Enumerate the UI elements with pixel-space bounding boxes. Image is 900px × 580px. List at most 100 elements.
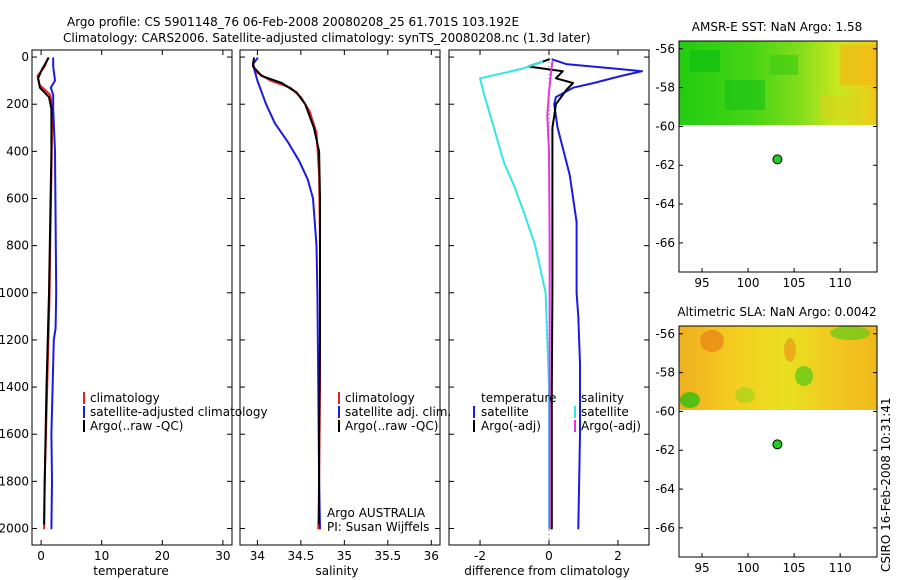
sla-patch bbox=[795, 366, 813, 386]
map-y-tick-label: -60 bbox=[655, 404, 675, 418]
salinity-x-label: salinity bbox=[315, 564, 358, 578]
difference-x-label: difference from climatology bbox=[464, 564, 630, 578]
y-tick-label: 0 bbox=[21, 50, 29, 64]
salinity-series-satellite-adj-clim bbox=[252, 57, 321, 530]
legend-temp-argo-label: Argo(-adj) bbox=[481, 419, 541, 433]
map-y-tick-label: -66 bbox=[655, 236, 675, 250]
map-x-tick-label: 95 bbox=[694, 276, 709, 290]
sst-patch bbox=[820, 95, 860, 120]
map-x-tick-label: 95 bbox=[694, 561, 709, 575]
y-tick-label: 800 bbox=[6, 239, 29, 253]
map-y-tick-label: -56 bbox=[655, 327, 675, 341]
difference-panel: -2 0 2 difference from climatology tempera… bbox=[448, 49, 650, 578]
y-tick-label: 1600 bbox=[0, 427, 29, 441]
sla-y-ticks: -56 -58 -60 -62 -64 -66 bbox=[655, 327, 877, 535]
difference-series-salinity-argo-adj bbox=[546, 60, 554, 530]
legend-temp-satellite-label: satellite bbox=[481, 405, 529, 419]
map-x-tick-label: 110 bbox=[829, 276, 852, 290]
sst-patch bbox=[690, 50, 720, 72]
sla-x-ticks: 95 100 105 110 bbox=[694, 553, 852, 575]
legend-satellite-label: satellite adj. clim. bbox=[345, 405, 451, 419]
x-tick-label: 35.5 bbox=[374, 549, 401, 563]
sla-float-marker bbox=[772, 439, 783, 450]
map-x-tick-label: 110 bbox=[829, 561, 852, 575]
salinity-series bbox=[252, 57, 321, 530]
sla-map-panel: Altimetric SLA: NaN Argo: 0.0042 95 100 10… bbox=[655, 305, 878, 575]
salinity-series-argo-raw-qc bbox=[252, 57, 321, 525]
y-tick-label: 1000 bbox=[0, 286, 29, 300]
y-tick-label: 600 bbox=[6, 192, 29, 206]
x-tick-label: 10 bbox=[94, 549, 109, 563]
salinity-x-ticks: 34 34.5 35 35.5 36 bbox=[250, 50, 439, 563]
legend-argo-label: Argo(..raw -QC) bbox=[345, 419, 438, 433]
salinity-legend: climatology satellite adj. clim. Argo(..… bbox=[338, 391, 451, 433]
y-tick-label: 1800 bbox=[0, 474, 29, 488]
x-tick-label: 20 bbox=[155, 549, 170, 563]
float-pi-label: PI: Susan Wijffels bbox=[327, 520, 429, 534]
y-tick-label: 200 bbox=[6, 97, 29, 111]
temperature-x-label: temperature bbox=[93, 564, 168, 578]
x-tick-label: 36 bbox=[424, 549, 439, 563]
x-tick-label: 34 bbox=[250, 549, 265, 563]
legend-climatology-label: climatology bbox=[90, 391, 160, 405]
sst-map-panel: AMSR-E SST: NaN Argo: 1.58 95 100 105 110 -… bbox=[655, 20, 878, 290]
legend-temperature-heading: temperature bbox=[481, 391, 556, 405]
sst-patch bbox=[725, 80, 765, 110]
temperature-y-ticks: 0 200 400 600 800 1000 1200 1400 1600 1800 2000 bbox=[0, 50, 232, 536]
x-tick-label: -2 bbox=[474, 549, 486, 563]
map-x-tick-label: 105 bbox=[783, 276, 806, 290]
salinity-series-climatology bbox=[252, 60, 321, 530]
legend-salinity-heading: salinity bbox=[581, 391, 624, 405]
temperature-legend: climatology satellite-adjusted climatolo… bbox=[83, 391, 268, 433]
difference-series-temperature-argo-adj bbox=[527, 58, 575, 530]
x-tick-label: 0 bbox=[37, 549, 45, 563]
sst-patch bbox=[840, 45, 877, 85]
map-y-tick-label: -66 bbox=[655, 521, 675, 535]
sla-patch bbox=[830, 326, 870, 340]
sst-patch bbox=[770, 55, 798, 75]
difference-series bbox=[479, 58, 644, 530]
map-x-tick-label: 100 bbox=[737, 276, 760, 290]
difference-legend: temperature satellite Argo(-adj) salinit… bbox=[473, 391, 641, 433]
difference-series-salinity-satellite bbox=[479, 60, 550, 530]
y-tick-label: 2000 bbox=[0, 522, 29, 536]
map-x-tick-label: 100 bbox=[737, 561, 760, 575]
map-y-tick-label: -56 bbox=[655, 42, 675, 56]
x-tick-label: 0 bbox=[545, 549, 553, 563]
temperature-panel: 0 10 20 30 0 200 400 600 800 1000 1200 1400 1600 180… bbox=[0, 49, 268, 578]
sla-map-title: Altimetric SLA: NaN Argo: 0.0042 bbox=[677, 305, 876, 319]
temperature-axes-frame bbox=[31, 49, 233, 546]
sst-field-patches bbox=[690, 45, 877, 120]
salinity-panel: 34 34.5 35 35.5 36 salinity climatology sate… bbox=[239, 49, 451, 578]
map-y-tick-label: -58 bbox=[655, 81, 675, 95]
difference-y-ticks bbox=[449, 56, 649, 529]
y-tick-label: 1400 bbox=[0, 380, 29, 394]
legend-satellite-label: satellite-adjusted climatology bbox=[90, 405, 268, 419]
temperature-series-satellite-adjusted-climatology bbox=[49, 57, 58, 530]
legend-climatology-label: climatology bbox=[345, 391, 415, 405]
difference-series-temperature-satellite bbox=[551, 58, 644, 530]
temperature-x-ticks: 0 10 20 30 bbox=[37, 50, 231, 563]
legend-sal-argo-label: Argo(-adj) bbox=[581, 419, 641, 433]
legend-sal-satellite-label: satellite bbox=[581, 405, 629, 419]
sst-axes-frame bbox=[678, 40, 878, 273]
temperature-series-argo-raw-qc bbox=[37, 57, 53, 525]
difference-x-ticks: -2 0 2 bbox=[474, 50, 622, 563]
legend-argo-label: Argo(..raw -QC) bbox=[90, 419, 183, 433]
sst-float-marker bbox=[772, 154, 783, 165]
sst-map-title: AMSR-E SST: NaN Argo: 1.58 bbox=[692, 20, 862, 34]
y-tick-label: 1200 bbox=[0, 333, 29, 347]
map-y-tick-label: -64 bbox=[655, 482, 675, 496]
map-y-tick-label: -60 bbox=[655, 119, 675, 133]
sst-y-ticks: -56 -58 -60 -62 -64 -66 bbox=[655, 42, 877, 250]
sla-patch bbox=[680, 392, 700, 408]
x-tick-label: 34.5 bbox=[288, 549, 315, 563]
float-program-label: Argo AUSTRALIA bbox=[327, 506, 426, 520]
sla-axes-frame bbox=[678, 325, 878, 558]
sla-patch bbox=[700, 330, 724, 352]
sla-patch bbox=[784, 338, 796, 362]
figure-title-line2: Climatology: CARS2006. Satellite-adjuste… bbox=[63, 31, 591, 45]
figure-title-line1: Argo profile: CS 5901148_76 06-Feb-2008 … bbox=[67, 15, 519, 29]
map-y-tick-label: -58 bbox=[655, 366, 675, 380]
